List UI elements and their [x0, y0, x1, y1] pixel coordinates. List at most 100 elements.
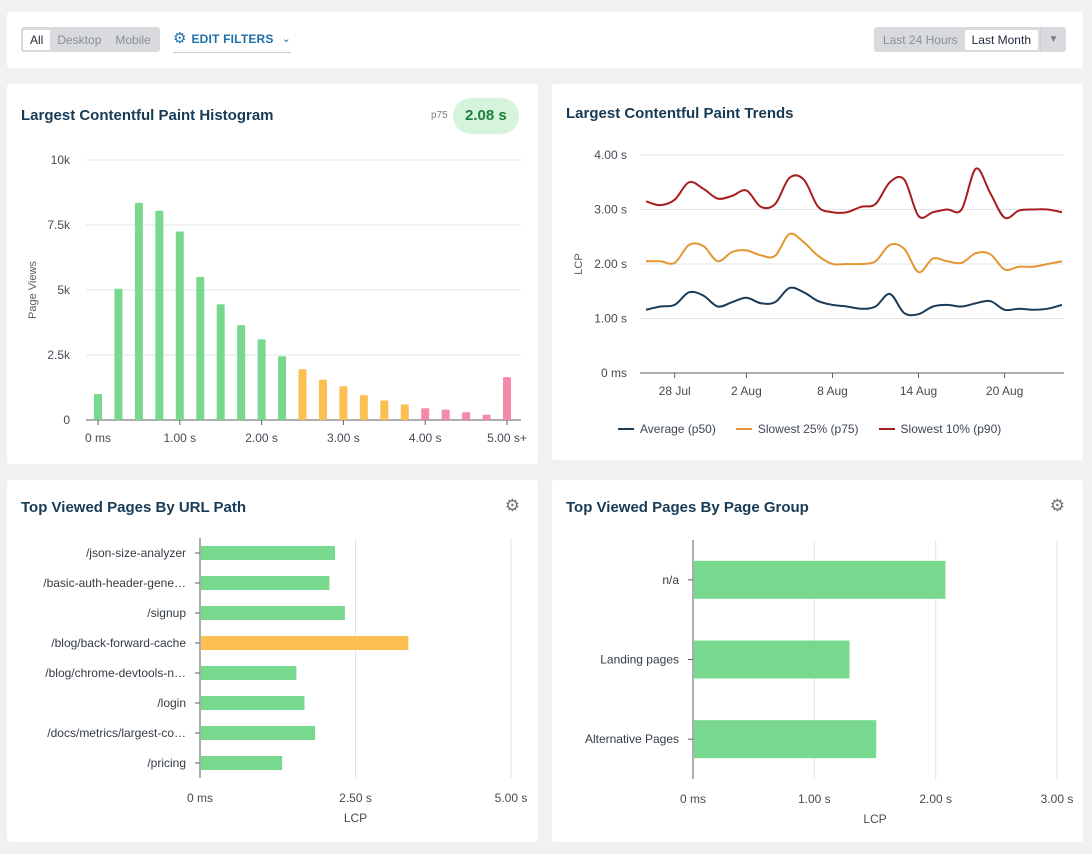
x-tick-label: 1.00 s: [163, 431, 196, 445]
x-tick-label: 28 Jul: [659, 384, 691, 398]
category-label: /json-size-analyzer: [86, 546, 186, 560]
page-bar: [694, 560, 946, 599]
device-selector: All Desktop Mobile: [21, 27, 160, 52]
caret-down-icon[interactable]: ▼: [1040, 27, 1066, 52]
series-line-p90: [645, 167, 1063, 220]
lcp-histogram-card: Largest Contentful Paint Histogram p75 2…: [7, 84, 538, 464]
trends-legend: Average (p50) Slowest 25% (p75) Slowest …: [618, 422, 1001, 436]
x-tick-label: 4.00 s: [409, 431, 442, 445]
edit-filters-label: EDIT FILTERS: [191, 31, 274, 46]
legend-item-p50[interactable]: Average (p50): [618, 422, 716, 436]
y-tick-label: 3.00 s: [594, 203, 627, 217]
device-option-mobile[interactable]: Mobile: [115, 32, 151, 47]
y-tick-label: 0 ms: [601, 366, 627, 380]
y-tick-label: 2.5k: [47, 348, 71, 362]
category-label: Alternative Pages: [585, 732, 679, 746]
category-label: n/a: [662, 573, 679, 587]
x-tick-label: 0 ms: [187, 791, 213, 805]
y-tick-label: 0: [63, 413, 70, 427]
histogram-bar: [462, 412, 471, 420]
y-tick-label: 4.00 s: [594, 148, 627, 162]
y-tick-label: 1.00 s: [594, 312, 627, 326]
gear-icon[interactable]: ⚙: [1049, 496, 1065, 515]
histogram-bar: [441, 409, 450, 420]
histogram-bar: [257, 339, 266, 420]
page-bar: [201, 726, 316, 740]
y-axis-label: LCP: [573, 253, 585, 274]
gear-icon: ⚙: [173, 30, 187, 47]
x-tick-label: 2.00 s: [919, 792, 952, 806]
histogram-bar: [196, 277, 205, 420]
histogram-bar: [216, 304, 225, 420]
page-bar: [201, 576, 330, 590]
lcp-trends-card: Largest Contentful Paint Trends 0 ms 1.00…: [552, 84, 1083, 460]
histogram-bar: [421, 408, 430, 420]
card-title: Largest Contentful Paint Histogram: [21, 107, 274, 124]
y-axis-label: Page Views: [27, 261, 39, 319]
y-tick-label: 10k: [51, 153, 71, 167]
legend-label: Average (p50): [640, 422, 716, 436]
histogram-bar: [175, 231, 184, 420]
category-label: /docs/metrics/largest-co…: [47, 726, 186, 740]
legend-item-p90[interactable]: Slowest 10% (p90): [878, 422, 1001, 436]
range-option-24h[interactable]: Last 24 Hours: [882, 32, 958, 47]
page-bar: [201, 666, 297, 680]
trends-chart: 0 ms 1.00 s 2.00 s 3.00 s 4.00 s LCP 28 Jul 2 A…: [573, 148, 1064, 398]
device-option-all[interactable]: All: [23, 29, 51, 50]
chevron-down-icon: ⌄: [281, 33, 291, 45]
x-axis-label: LCP: [863, 812, 886, 826]
device-option-desktop[interactable]: Desktop: [57, 32, 102, 47]
legend-item-p75[interactable]: Slowest 25% (p75): [735, 422, 859, 436]
page-group-card: Top Viewed Pages By Page Group ⚙ 0 ms 1.0…: [552, 480, 1083, 842]
url-path-card: Top Viewed Pages By URL Path ⚙ 0 ms 2.50 …: [7, 480, 538, 842]
histogram-bar: [278, 356, 287, 420]
histogram-bar: [400, 404, 409, 420]
legend-swatch: [878, 428, 895, 430]
histogram-bar: [114, 288, 123, 420]
x-tick-label: 2.50 s: [339, 791, 372, 805]
legend-label: Slowest 25% (p75): [757, 422, 859, 436]
histogram-bar: [482, 414, 491, 420]
x-tick-label: 0 ms: [680, 792, 706, 806]
p75-value-badge: 2.08 s: [453, 98, 519, 134]
card-title: Top Viewed Pages By URL Path: [21, 499, 247, 516]
y-tick-label: 2.00 s: [594, 257, 627, 271]
page-bar: [201, 696, 305, 710]
x-axis-label: LCP: [344, 811, 367, 825]
histogram-bar: [94, 394, 102, 420]
histogram-bar: [134, 202, 143, 420]
p75-label: p75: [431, 110, 448, 121]
filter-bar: All Desktop Mobile ⚙ EDIT FILTERS ⌄ Last…: [7, 12, 1083, 68]
gear-icon[interactable]: ⚙: [504, 496, 520, 515]
histogram-chart: 0 2.5k 5k 7.5k 10k Page Views 0 ms 1.00 s 2.00 s…: [27, 153, 527, 445]
url-path-chart: 0 ms 2.50 s 5.00 s LCP/json-size-analyzer/b…: [43, 538, 528, 825]
x-tick-label: 2.00 s: [245, 431, 278, 445]
series-line-p50: [645, 286, 1063, 317]
legend-swatch: [618, 428, 634, 430]
edit-filters-button[interactable]: ⚙ EDIT FILTERS ⌄: [173, 29, 291, 53]
histogram-bar: [339, 386, 348, 420]
page-bar: [694, 720, 877, 759]
x-tick-label: 5.00 s+: [487, 431, 527, 445]
category-label: /signup: [147, 606, 186, 620]
x-tick-label: 2 Aug: [731, 384, 762, 398]
y-tick-label: 7.5k: [47, 218, 71, 232]
category-label: /pricing: [147, 756, 186, 770]
histogram-bar: [318, 379, 327, 420]
x-tick-label: 3.00 s: [327, 431, 360, 445]
range-option-last-month[interactable]: Last Month: [964, 29, 1038, 50]
series-line-p75: [645, 232, 1063, 274]
page-bar: [201, 756, 283, 770]
page-bar: [201, 606, 345, 620]
x-tick-label: 14 Aug: [900, 384, 937, 398]
category-label: /blog/back-forward-cache: [51, 636, 186, 650]
histogram-bar: [298, 369, 307, 420]
histogram-bar: [155, 210, 164, 420]
histogram-bar: [237, 325, 246, 420]
legend-swatch: [735, 428, 752, 430]
page-bar: [201, 636, 409, 650]
x-tick-label: 5.00 s: [495, 791, 528, 805]
x-tick-label: 20 Aug: [986, 384, 1023, 398]
page-bar: [201, 546, 335, 560]
histogram-bar: [380, 400, 389, 420]
